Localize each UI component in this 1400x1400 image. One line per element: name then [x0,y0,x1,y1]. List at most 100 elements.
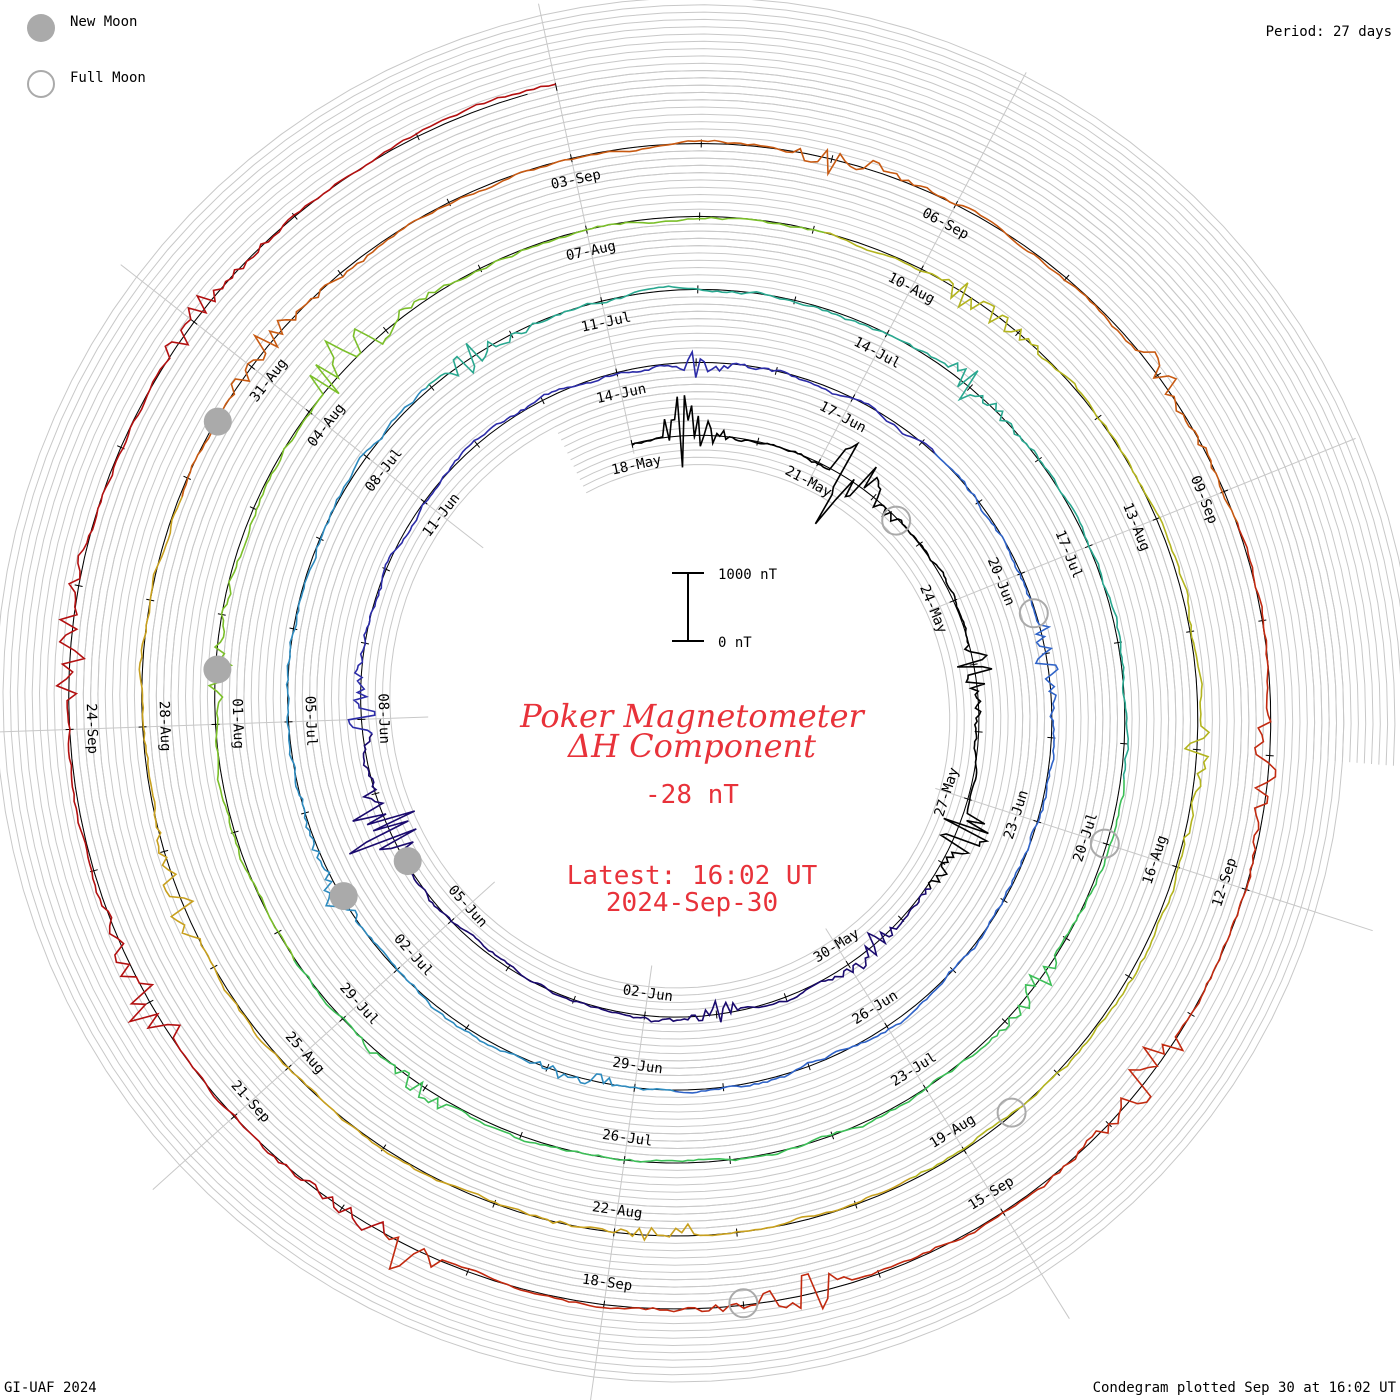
grid-spiral [60,62,1352,1317]
date-label: 11-Jun [420,490,464,540]
date-label: 18-May [610,452,663,478]
date-label: 18-Sep [581,1271,633,1294]
grid-spiral [31,33,1381,1347]
day-tick [422,1084,428,1092]
scale-bottom-label: 0 nT [718,635,752,651]
day-tick [918,439,925,446]
day-tick [1120,742,1129,745]
date-label: 24-May [916,583,950,636]
day-tick [383,326,389,334]
latest-date: 2024-Sep-30 [606,888,778,918]
grid-spiral [9,11,1400,1368]
full-moon-legend-icon [27,70,55,98]
trace-segment [631,395,993,890]
new-moon-marker [329,882,358,911]
day-tick [1125,973,1133,979]
full-moon-marker [996,1097,1027,1128]
full-moon-marker [1089,828,1120,859]
date-label: 28-Aug [156,701,174,752]
day-tick [756,437,760,446]
day-tick [969,663,978,666]
moon-markers [203,407,1120,1319]
date-label: 08-Jun [375,693,393,744]
date-label: 23-Jun [1001,788,1032,841]
scale-bar: 1000 nT 0 nT [672,567,778,651]
day-tick [337,269,344,277]
trace-segment [383,522,1277,1313]
date-label: 31-Aug [247,356,291,406]
day-tick [339,1204,345,1212]
day-tick [1192,748,1201,751]
day-tick [783,993,788,1002]
date-label: 05-Jun [445,882,491,930]
date-label: 29-Jun [611,1055,663,1078]
day-tick [615,368,619,377]
latest-time: Latest: 16:02 UT [567,861,818,891]
date-label: 02-Jun [622,982,674,1005]
full-moon-marker [728,1288,759,1319]
chart-title: Poker Magnetometer [519,697,865,735]
day-tick [230,1113,238,1120]
day-tick [793,296,797,305]
trace-segment [207,216,825,961]
day-tick [572,995,576,1004]
day-tick [870,493,877,501]
date-label: 16-Aug [1140,833,1171,886]
day-tick [518,1131,523,1140]
date-label: 08-Jul [362,446,406,496]
grid-spiral [38,40,1374,1339]
date-label: 24-Sep [83,703,101,754]
trace-segment [425,285,1130,780]
date-label: 27-May [932,766,963,819]
current-value: -28 nT [645,780,739,810]
date-label: 05-Jul [302,696,320,747]
radial-spoke [928,437,1356,612]
day-tick [975,499,983,505]
date-label: 20-Jun [984,555,1018,608]
day-tick [305,409,313,415]
date-label: 21-Sep [228,1078,274,1126]
day-tick [966,384,973,391]
date-label: 12-Sep [1209,856,1240,909]
day-tick [371,792,380,796]
day-tick [190,319,198,325]
date-label: 26-Jul [601,1127,653,1150]
day-tick [816,458,821,467]
full-moon-legend-label: Full Moon [70,70,146,86]
grid-spiral [17,18,1396,1361]
day-tick [1000,897,1008,904]
day-tick [382,567,391,572]
day-tick [289,627,298,631]
trace-segment [55,83,556,1234]
date-label: 13-Aug [1119,501,1153,554]
day-tick [74,584,83,587]
new-moon-marker [203,655,232,684]
day-tick [715,1010,718,1019]
day-tick [1258,619,1267,622]
day-tick [830,155,834,164]
day-tick [1154,372,1162,379]
scale-top-label: 1000 nT [718,567,778,583]
date-label: 02-Jul [390,931,436,979]
trace-segment [181,139,1239,523]
date-label: 14-Jun [595,381,648,407]
day-tick [474,440,480,448]
date-label: 22-Aug [591,1199,643,1222]
day-tick [961,1146,967,1154]
day-tick [545,1063,550,1072]
new-moon-marker [393,847,422,876]
day-tick [570,154,573,163]
new-moon-marker [203,407,232,436]
day-tick [540,396,545,405]
grid-spiral [24,26,1389,1354]
date-label: 09-Sep [1187,473,1221,526]
day-tick [630,439,634,448]
full-moon-marker [1018,598,1049,629]
date-label: 11-Jul [580,310,633,336]
day-tick [428,383,435,391]
day-tick [160,849,169,853]
day-tick [420,498,428,505]
day-tick [339,1015,346,1022]
day-tick [1017,571,1025,576]
chart-subtitle: ΔH Component [566,727,816,765]
